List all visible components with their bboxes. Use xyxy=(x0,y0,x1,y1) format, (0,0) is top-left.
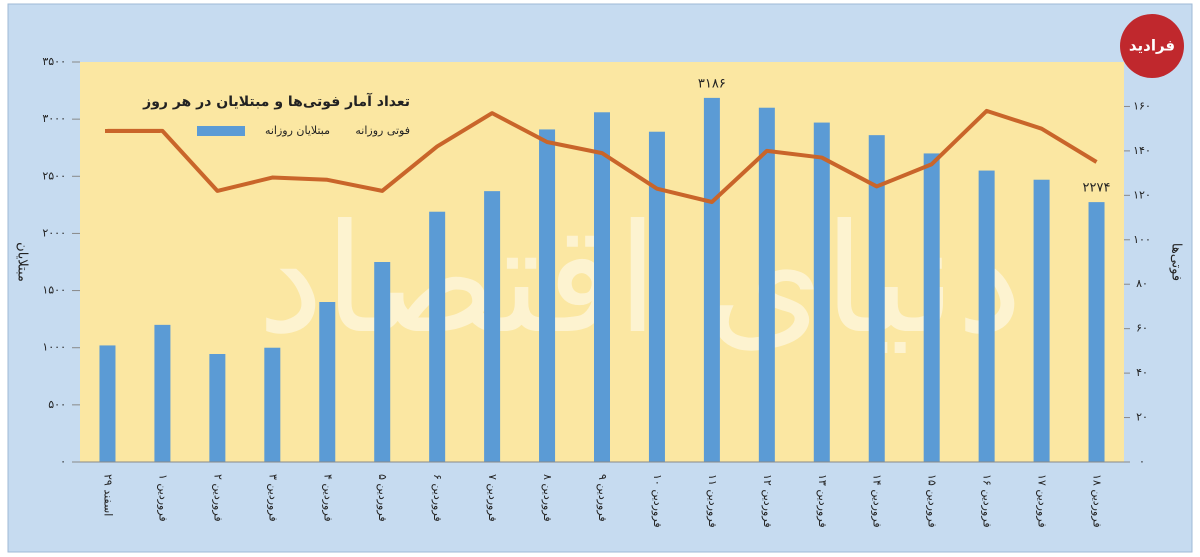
data-label: ۳۱۸۶ xyxy=(698,76,726,91)
bar xyxy=(978,170,995,463)
x-tick-label: ۷ فروردین xyxy=(486,474,499,522)
watermark: دنیای اقتصاد xyxy=(257,193,1023,367)
y-tick-label: ۳۰۰۰ xyxy=(42,112,66,125)
y-tick-label: ۱۵۰۰ xyxy=(42,284,66,297)
logo-badge xyxy=(1120,14,1184,78)
bar xyxy=(99,345,116,462)
y-tick-label: ۱۰۰۰ xyxy=(42,341,66,354)
y-tick-label: ۲۰۰۰ xyxy=(42,226,66,239)
bar xyxy=(319,302,336,462)
y-tick-label: ۵۰۰ xyxy=(48,398,66,411)
y2-tick-label: ۱۶۰ xyxy=(1133,99,1151,112)
bar xyxy=(758,107,775,462)
y2-tick-label: ۰ xyxy=(1139,455,1145,468)
x-tick-label: ۱۲ فروردین xyxy=(761,474,774,528)
x-tick-label: ۸ فروردین xyxy=(541,474,554,522)
y-tick-label: ۳۵۰۰ xyxy=(42,55,66,68)
legend-label: مبتلایان روزانه xyxy=(265,124,330,137)
bar xyxy=(1033,179,1050,462)
y2-tick-label: ۶۰ xyxy=(1136,322,1148,335)
bar xyxy=(868,135,885,462)
x-tick-label: ۱۰ فروردین xyxy=(651,474,664,528)
bar xyxy=(484,191,501,462)
x-tick-label: ۱۱ فروردین xyxy=(706,474,719,528)
y2-tick-label: ۴۰ xyxy=(1136,366,1148,379)
x-tick-label: ۲۹ اسفند xyxy=(101,474,114,516)
x-tick-label: ۱۴ فروردین xyxy=(871,474,884,528)
y2-tick-label: ۱۴۰ xyxy=(1133,144,1151,157)
x-tick-label: ۱۷ فروردین xyxy=(1036,474,1049,528)
chart-title: تعداد آمار فوتی‌ها و مبتلایان در هر روز xyxy=(142,92,410,110)
x-tick-label: ۱۵ فروردین xyxy=(926,474,939,528)
y2-tick-label: ۱۲۰ xyxy=(1133,188,1151,201)
bar xyxy=(264,347,281,462)
line xyxy=(107,108,1098,204)
logo: فرادید xyxy=(1129,37,1175,55)
bar xyxy=(648,131,665,462)
bar xyxy=(923,153,940,462)
y-tick-label: ۲۵۰۰ xyxy=(42,169,66,182)
x-tick-label: ۶ فروردین xyxy=(431,474,444,522)
legend-swatch xyxy=(197,126,245,136)
bar xyxy=(209,354,226,462)
x-tick-label: ۲ فروردین xyxy=(211,474,224,522)
bar xyxy=(539,129,556,462)
x-tick-label: ۵ فروردین xyxy=(376,474,389,522)
x-tick-label: ۱ فروردین xyxy=(156,474,169,522)
x-tick-label: ۱۳ فروردین xyxy=(816,474,829,528)
y-axis-label: مبتلایان xyxy=(15,242,30,282)
x-tick-label: ۳ فروردین xyxy=(266,474,279,522)
x-tick-label: ۱۶ فروردین xyxy=(981,474,994,528)
bar xyxy=(374,262,391,462)
bar xyxy=(154,324,171,462)
bar xyxy=(703,97,720,462)
x-tick-label: ۹ فروردین xyxy=(596,474,609,522)
y-tick-label: ۰ xyxy=(60,455,66,468)
y2-tick-label: ۲۰ xyxy=(1136,411,1148,424)
bar xyxy=(1088,202,1105,462)
x-tick-label: ۱۸ فروردین xyxy=(1091,474,1104,528)
y2-tick-label: ۸۰ xyxy=(1136,277,1148,290)
legend-label: فوتی روزانه xyxy=(355,124,410,137)
x-tick-label: ۴ فروردین xyxy=(321,474,334,522)
y2-tick-label: ۱۰۰ xyxy=(1133,233,1151,246)
bar xyxy=(429,211,446,462)
data-label: ۲۲۷۴ xyxy=(1083,181,1111,196)
y2-axis-label: فوتی‌ها xyxy=(1169,243,1184,281)
bar xyxy=(594,112,610,463)
bar xyxy=(813,122,830,463)
